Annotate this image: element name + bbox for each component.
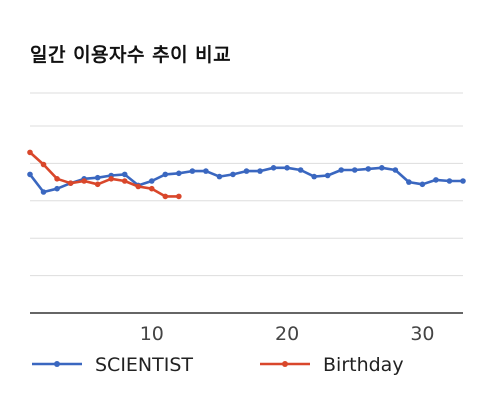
legend-label: SCIENTIST [95, 354, 193, 376]
legend-item: Birthday [260, 354, 404, 376]
data-point [270, 165, 277, 171]
data-point [392, 167, 399, 173]
data-point [148, 178, 155, 184]
legend-label: Birthday [323, 354, 404, 376]
series-birthday [27, 149, 182, 200]
x-tick-label: 30 [410, 323, 434, 345]
legend: SCIENTIST Birthday [32, 354, 404, 376]
data-point [460, 178, 466, 184]
x-axis: 10 20 30 [30, 312, 463, 345]
data-point [162, 171, 169, 178]
legend-swatch-marker [282, 361, 288, 367]
data-point [284, 165, 290, 171]
data-point [338, 167, 345, 173]
data-point [243, 168, 250, 174]
series-scientist [27, 165, 466, 195]
data-point [67, 180, 74, 186]
data-point [311, 173, 317, 180]
data-point [433, 177, 439, 183]
data-point [446, 178, 453, 184]
data-point [189, 168, 196, 174]
x-tick-label: 20 [275, 323, 299, 345]
legend-item: SCIENTIST [32, 354, 193, 376]
data-point [203, 168, 209, 174]
data-point [40, 161, 47, 168]
x-tick-label: 10 [140, 323, 164, 345]
data-point [108, 176, 114, 182]
data-point [121, 178, 128, 184]
data-point [176, 170, 182, 177]
data-point [162, 193, 169, 200]
data-point [419, 181, 426, 188]
data-point [27, 171, 33, 178]
data-point [54, 176, 60, 182]
series-lines [27, 149, 466, 200]
chart-title: 일간 이용자수 추이 비교 [30, 44, 232, 66]
gridlines [30, 92, 463, 277]
data-point [324, 172, 331, 179]
data-point [121, 171, 128, 178]
data-point [257, 168, 263, 174]
data-point [365, 166, 372, 172]
legend-swatch-marker [54, 361, 60, 367]
data-point [351, 167, 358, 173]
data-point [176, 193, 182, 200]
data-point [406, 179, 412, 185]
data-point [94, 181, 101, 188]
data-point [54, 185, 60, 192]
data-point [148, 185, 155, 192]
data-point [297, 167, 304, 173]
data-point [379, 165, 385, 171]
data-point [216, 173, 223, 180]
data-point [40, 189, 47, 195]
data-point [135, 183, 142, 190]
data-point [230, 171, 236, 178]
data-point [94, 174, 101, 181]
data-point [81, 178, 87, 184]
data-point [27, 149, 33, 156]
